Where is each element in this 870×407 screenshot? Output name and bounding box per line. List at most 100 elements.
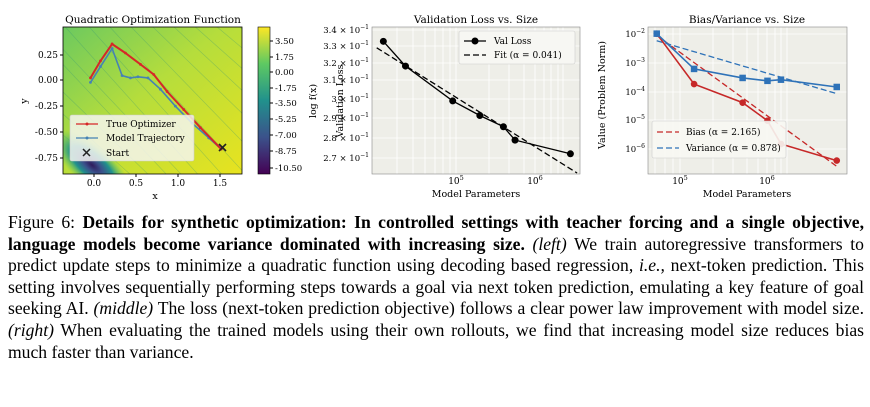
- right-xlabel: Model Parameters: [703, 189, 792, 200]
- colorbar-tick: -3.50: [275, 99, 297, 109]
- legend-val-loss: Val Loss: [493, 37, 532, 47]
- colorbar-tick: -7.00: [275, 131, 297, 141]
- middle-y-tick: 2.9 × 10−1: [323, 112, 369, 124]
- figure-caption: Figure 6: Details for synthetic optimiza…: [8, 212, 864, 363]
- variance-point: [653, 30, 660, 37]
- right-title: Bias/Variance vs. Size: [689, 14, 805, 26]
- bias-line: [656, 33, 837, 162]
- val-loss-point: [449, 97, 457, 105]
- variance-points: [653, 30, 840, 91]
- middle-legend: Val Loss Fit (α = 0.041): [458, 30, 576, 65]
- true-optimizer-point: [124, 51, 127, 55]
- val-loss-point: [379, 37, 387, 45]
- caption-text: We train autoregressive transformers to …: [8, 233, 864, 276]
- caption-bold-title: Details for synthetic optimization: In c…: [8, 212, 864, 254]
- colorbar-tick: -8.75: [275, 147, 297, 157]
- middle-xlabel: Model Parameters: [432, 189, 521, 200]
- left-xlabel: x: [152, 191, 158, 202]
- middle-y-tick: 2.8 × 10−1: [323, 132, 369, 144]
- variance-point: [777, 76, 785, 83]
- right-ylabel: Value (Problem Norm): [597, 41, 608, 150]
- left-plot-frame: [62, 26, 243, 175]
- val-loss-point: [499, 123, 507, 131]
- bias-point: [739, 99, 746, 106]
- legend-true-optimizer: True Optimizer: [106, 120, 176, 130]
- colorbar-tick: 3.50: [275, 37, 294, 47]
- true-optimizer-point: [165, 90, 169, 93]
- variance-fit-line: [656, 40, 837, 95]
- bias-fit-line: [656, 34, 838, 167]
- left-x-ticks: 0.0 0.5 1.0 1.5: [87, 174, 228, 189]
- figure-label: Figure 6:: [8, 212, 76, 232]
- colorbar-tick: 1.75: [275, 53, 294, 63]
- true-optimizer-point: [89, 76, 92, 80]
- middle-y-tick: 2.7 × 10−1: [323, 152, 369, 164]
- middle-y-tick: 3.1 × 10−1: [323, 74, 369, 86]
- middle-x-ticks: 105 106: [448, 174, 543, 187]
- legend-variance: Variance (α = 0.878): [685, 143, 781, 154]
- left-y-tick: -0.50: [35, 128, 58, 138]
- left-legend: True Optimizer Model Trajectory Start: [69, 114, 195, 162]
- legend-model-trajectory: Model Trajectory: [106, 134, 186, 144]
- left-y-tick: -0.25: [35, 102, 58, 112]
- caption-right-tag: (right): [8, 319, 54, 340]
- left-panel: Quadratic Optimization Function: [19, 14, 319, 202]
- true-optimizer-point: [139, 62, 142, 66]
- figure-panels: Quadratic Optimization Function: [19, 14, 848, 202]
- left-y-tick: 0.25: [38, 51, 58, 61]
- true-optimizer-point: [110, 42, 114, 46]
- colorbar-tick: -1.75: [275, 84, 297, 94]
- caption-middle-tag: (middle): [93, 298, 154, 319]
- right-y-tick: 10−4: [625, 86, 645, 98]
- model-trajectory-point: [110, 47, 114, 50]
- left-y-tick: -0.75: [35, 154, 58, 164]
- left-ylabel: y: [19, 98, 30, 105]
- colorbar-ticks: 3.50 1.75 0.00 -1.75 -3.50 -5.25 -7.00 -…: [270, 37, 302, 174]
- left-x-tick: 1.5: [213, 179, 228, 189]
- right-y-ticks: 10−2 10−3 10−4 10−5 10−6: [625, 28, 645, 155]
- colorbar-tick: -5.25: [275, 115, 297, 125]
- model-trajectory-line: [89, 46, 222, 150]
- left-title: Quadratic Optimization Function: [65, 14, 241, 26]
- colorbar-tick: 0.00: [275, 68, 294, 78]
- colorbar: [257, 26, 271, 175]
- right-legend: Bias (α = 2.165) Variance (α = 0.878): [651, 120, 787, 159]
- right-x-ticks: 105 106: [672, 174, 775, 187]
- middle-x-tick: 105: [448, 174, 464, 187]
- middle-y-ticks: 3.4 × 10−1 3.3 × 10−1 3.2 × 10−1 3.1 × 1…: [323, 24, 369, 164]
- val-loss-point: [476, 112, 484, 120]
- middle-panel: Validation Loss vs. Size 105 106 Model: [323, 14, 581, 200]
- middle-y-tick: 3.2 × 10−1: [323, 57, 369, 69]
- right-y-tick: 10−2: [625, 28, 645, 40]
- right-y-tick: 10−6: [625, 143, 645, 155]
- right-y-tick: 10−5: [625, 114, 645, 126]
- left-y-tick: 0.00: [38, 76, 58, 86]
- model-trajectory-point: [99, 65, 102, 68]
- val-loss-point: [566, 150, 574, 158]
- caption-ie: i.e.,: [639, 255, 665, 276]
- left-x-tick: 1.0: [171, 179, 186, 189]
- variance-point: [764, 77, 771, 85]
- val-loss-point: [511, 136, 519, 144]
- model-trajectory-point: [89, 81, 92, 84]
- legend-start: Start: [106, 149, 129, 159]
- middle-y-tick: 3 × 10−1: [331, 93, 369, 105]
- middle-y-tick: 3.3 × 10−1: [323, 40, 369, 52]
- start-marker: [218, 143, 227, 152]
- right-x-tick: 106: [759, 174, 775, 187]
- model-trajectory-point: [146, 76, 150, 80]
- true-optimizer-point: [182, 108, 186, 111]
- caption-text: The loss (next-token prediction objectiv…: [157, 298, 864, 319]
- caption-left-tag: (left): [532, 233, 567, 254]
- left-x-tick: 0.0: [87, 179, 102, 189]
- model-trajectory-point: [120, 74, 124, 78]
- caption-text: When evaluating the trained models using…: [8, 319, 864, 362]
- legend-bias: Bias (α = 2.165): [686, 127, 760, 138]
- variance-line: [656, 33, 837, 88]
- true-optimizer-point: [99, 59, 102, 63]
- model-trajectory-point: [173, 104, 177, 108]
- legend-fit: Fit (α = 0.041): [494, 50, 562, 61]
- variance-point: [833, 83, 840, 91]
- middle-plot-frame: [371, 26, 581, 175]
- middle-ylabel: Validation Loss: [335, 64, 346, 138]
